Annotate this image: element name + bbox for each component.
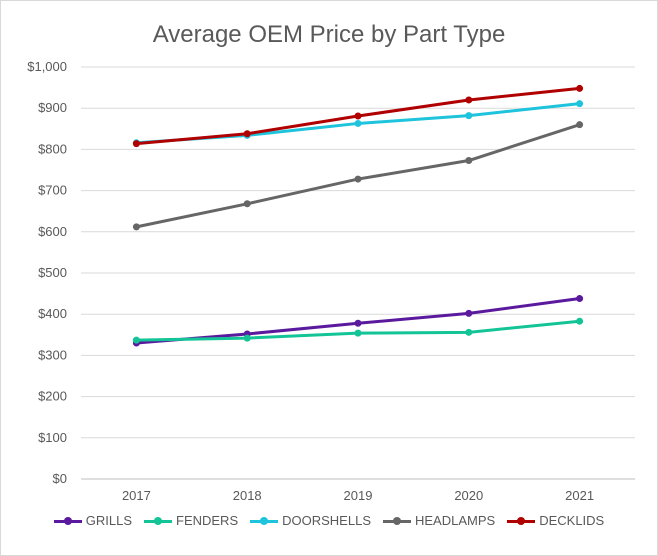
- y-tick-label: $100: [38, 430, 67, 445]
- data-point: [132, 336, 140, 344]
- data-point: [243, 334, 251, 342]
- legend-item: FENDERS: [144, 513, 238, 528]
- legend-label: HEADLAMPS: [415, 513, 496, 528]
- data-point: [576, 295, 584, 303]
- legend-item: DOORSHELLS: [250, 513, 371, 528]
- legend-swatch: [507, 516, 536, 526]
- data-point: [576, 317, 584, 325]
- data-point: [243, 200, 251, 208]
- y-tick-label: $400: [38, 306, 67, 321]
- data-point: [465, 96, 473, 104]
- x-tick-label: 2020: [454, 488, 483, 503]
- legend-swatch: [383, 516, 411, 526]
- data-point: [243, 130, 251, 138]
- x-tick-label: 2018: [233, 488, 262, 503]
- y-tick-label: $800: [38, 141, 67, 156]
- legend-swatch: [144, 516, 172, 526]
- chart-title: Average OEM Price by Part Type: [152, 21, 506, 48]
- y-tick-label: $500: [38, 265, 67, 280]
- data-point: [465, 157, 473, 165]
- data-point: [354, 319, 362, 327]
- chart-legend: GRILLS FENDERS DOORSHELLS HEADLAMPS DECKLIDS: [1, 513, 657, 528]
- legend-item: HEADLAMPS: [383, 513, 495, 528]
- x-tick-label: 2021: [565, 488, 594, 503]
- data-point: [576, 121, 584, 129]
- legend-label: DECKLIDS: [539, 513, 605, 528]
- legend-swatch: [53, 516, 82, 526]
- legend-label: DOORSHELLS: [282, 513, 371, 528]
- data-point: [354, 175, 362, 183]
- data-point: [465, 328, 473, 336]
- data-point: [132, 140, 140, 148]
- legend-item: DECKLIDS: [507, 513, 604, 528]
- y-tick-label: $1,000: [27, 59, 67, 74]
- y-tick-label: $0: [53, 471, 67, 486]
- legend-label: GRILLS: [85, 513, 132, 528]
- y-tick-label: $300: [38, 347, 67, 362]
- data-point: [354, 329, 362, 337]
- y-tick-label: $700: [38, 183, 67, 198]
- data-point: [354, 119, 362, 127]
- y-tick-label: $200: [38, 389, 67, 404]
- y-tick-label: $900: [38, 100, 67, 115]
- data-point: [576, 100, 584, 108]
- legend-swatch: [250, 516, 279, 526]
- data-point: [465, 112, 473, 120]
- x-tick-label: 2019: [344, 488, 373, 503]
- x-tick-label: 2017: [122, 488, 151, 503]
- legend-item: GRILLS: [53, 513, 132, 528]
- y-tick-label: $600: [38, 224, 67, 239]
- legend-label: FENDERS: [176, 513, 239, 528]
- data-point: [132, 223, 140, 231]
- data-point: [465, 309, 473, 317]
- data-point: [354, 112, 362, 120]
- data-point: [576, 84, 584, 92]
